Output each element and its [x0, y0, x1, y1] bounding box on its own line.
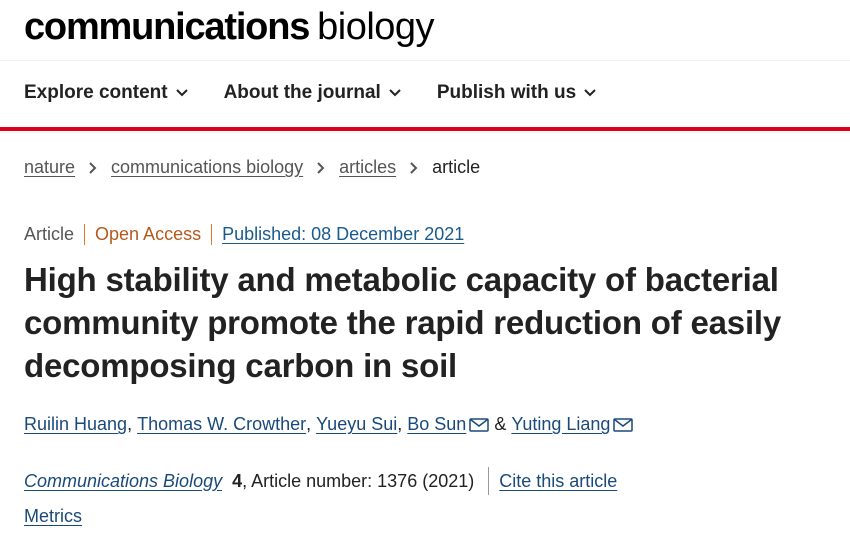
author-link[interactable]: Ruilin Huang — [24, 414, 128, 434]
nav-publish-with-us[interactable]: Publish with us — [437, 82, 596, 104]
chevron-right-icon — [317, 161, 325, 174]
chevron-down-icon — [389, 89, 401, 97]
author-link[interactable]: Yueyu Sui — [316, 414, 398, 434]
author-ampersand: & — [494, 414, 507, 434]
accent-bar — [0, 127, 850, 131]
logo-bold-text: communications — [24, 6, 310, 48]
cite-divider — [488, 467, 490, 495]
article-type: Article — [24, 224, 86, 245]
nav-explore-content[interactable]: Explore content — [24, 82, 188, 104]
article-title: High stability and metabolic capacity of… — [24, 261, 782, 384]
volume-number: 4 — [232, 470, 243, 491]
main-nav: Explore content About the journal Publis… — [24, 82, 632, 104]
open-access-badge: Open Access — [85, 224, 213, 245]
nav-label: Explore content — [24, 82, 168, 103]
nav-label: About the journal — [223, 82, 381, 103]
journal-link[interactable]: Communications Biology — [24, 470, 223, 491]
breadcrumb-communications-biology[interactable]: communications biology — [111, 157, 304, 177]
published-date-link[interactable]: Published: 08 December 2021 — [222, 224, 465, 244]
author-separator: , — [306, 414, 312, 434]
cite-this-article-link[interactable]: Cite this article — [499, 470, 618, 491]
nav-label: Publish with us — [436, 82, 577, 103]
breadcrumb-current: article — [432, 157, 481, 177]
chevron-down-icon — [584, 89, 596, 97]
author-separator: , — [127, 414, 133, 434]
chevron-right-icon — [410, 161, 418, 174]
author-list: Ruilin Huang, Thomas W. Crowther, Yueyu … — [24, 414, 634, 435]
header-divider — [0, 60, 850, 61]
author-separator: , — [397, 414, 403, 434]
author-link[interactable]: Bo Sun — [407, 414, 467, 434]
journal-logo[interactable]: communications biology — [24, 6, 435, 56]
nav-about-journal[interactable]: About the journal — [224, 82, 401, 104]
breadcrumb-articles[interactable]: articles — [339, 157, 397, 177]
chevron-down-icon — [175, 89, 188, 97]
author-link[interactable]: Yuting Liang — [511, 414, 611, 434]
email-icon[interactable] — [469, 417, 490, 432]
breadcrumb: nature communications biology articles a… — [24, 157, 480, 178]
article-meta: Article Open Access Published: 08 Decemb… — [24, 224, 464, 245]
citation-line: Communications Biology 4, Article number… — [24, 467, 617, 495]
author-link[interactable]: Thomas W. Crowther — [137, 414, 307, 434]
metrics-link[interactable]: Metrics — [24, 506, 82, 526]
breadcrumb-nature[interactable]: nature — [24, 157, 76, 177]
article-number: , Article number: 1376 (2021) — [242, 470, 475, 491]
chevron-right-icon — [89, 161, 97, 174]
logo-light-text: biology — [317, 6, 435, 48]
email-icon[interactable] — [613, 417, 634, 432]
